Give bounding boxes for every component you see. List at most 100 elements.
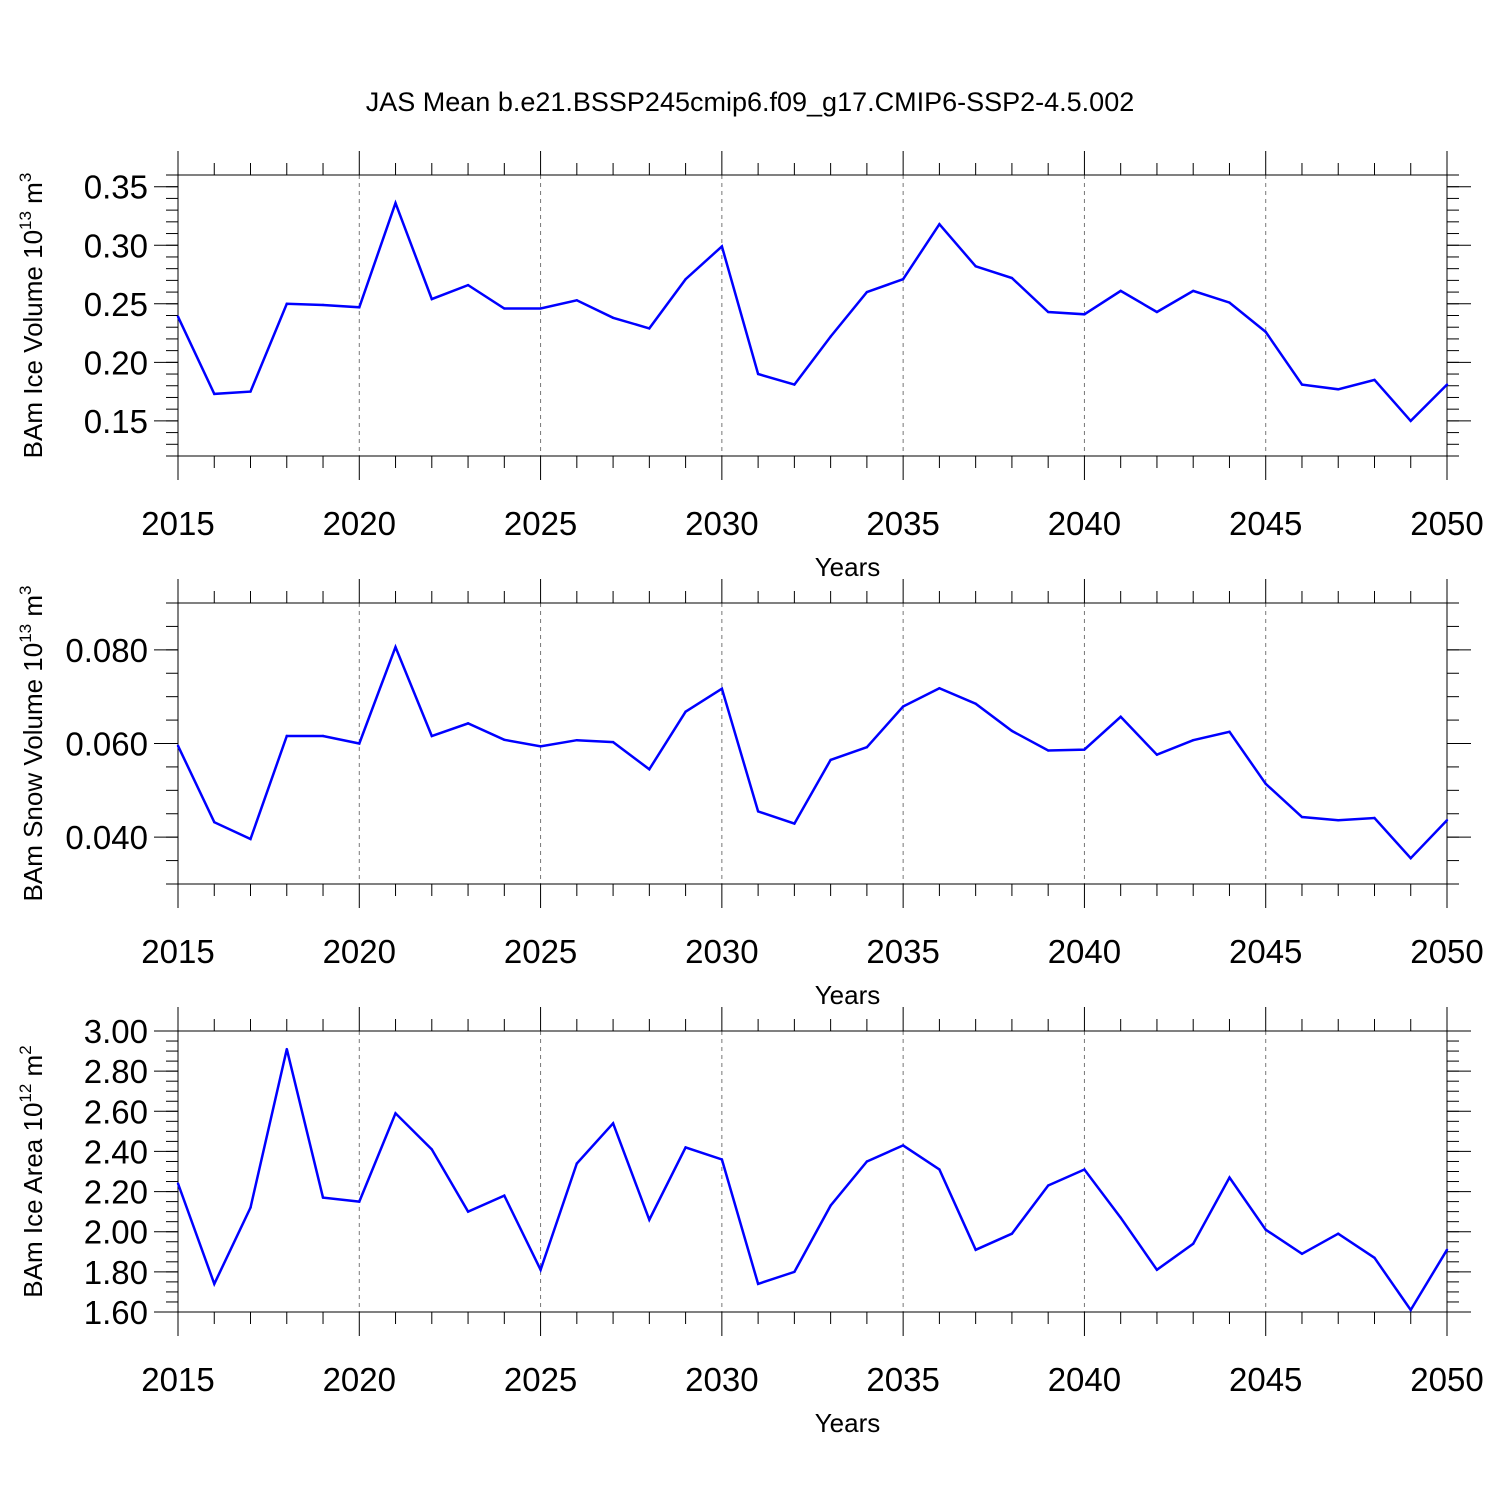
data-point [1409,857,1412,860]
data-point [358,306,361,309]
data-point [1373,816,1376,820]
data-point [1119,715,1122,719]
data-point [829,1204,832,1207]
series-line [176,199,1448,423]
y-tick-label: 0.20 [84,344,148,381]
data-point [684,1146,687,1149]
data-point [176,744,180,748]
data-point [1337,1232,1340,1235]
x-tick-label: 2025 [504,505,577,542]
data-point [1010,276,1014,280]
x-tick-label: 2020 [323,505,396,542]
data-point [358,1200,361,1203]
data-point [1409,419,1412,423]
panel-2: 0.040 0.060 0.080 2015 2020 2025 2030 2035 2040 2… [16,579,1484,1010]
data-point [575,1162,579,1165]
data-point [1010,729,1014,733]
x-tick-label: 2025 [504,933,577,970]
data-point [793,822,796,825]
data-point [1010,1232,1014,1235]
data-point [1083,313,1086,316]
data-point [901,278,905,281]
data-point [430,1148,433,1151]
data-point [539,745,542,748]
data-point [1192,289,1195,293]
x-tick-label: 2035 [866,1361,939,1398]
data-point [213,1282,216,1286]
data-point [1155,753,1159,756]
y-tick-label: 0.35 [84,169,148,206]
data-point [865,290,869,294]
y-axis-label-part: BAm Ice Volume 10 [18,230,48,458]
y-axis-label: BAm Ice Volume 1013 m3 [16,173,48,459]
data-point [285,302,288,305]
data-point [974,702,977,705]
data-point [901,705,905,708]
data-point [539,1268,542,1272]
x-tick-label: 2050 [1410,1361,1483,1398]
x-tick-label: 2040 [1048,933,1121,970]
data-point [756,810,760,813]
data-point [285,1047,288,1051]
data-point [1155,310,1159,314]
data-point [1445,1248,1449,1251]
series-line [176,643,1448,861]
data-point [938,222,941,226]
y-axis-label-part: 13 [16,624,35,643]
data-point [466,722,470,725]
data-point [720,1158,724,1161]
y-tick-label: 2.00 [84,1214,148,1251]
data-point [720,687,724,690]
x-axis-label: Years [815,1408,881,1438]
y-tick-label: 0.30 [84,227,148,264]
y-axis-label: BAm Ice Area 1012 m2 [16,1045,48,1297]
y-tick-label: 0.080 [65,632,148,669]
data-point [539,307,542,310]
y-axis-label-part: 3 [16,173,35,182]
figure-title: JAS Mean b.e21.BSSP245cmip6.f09_g17.CMIP… [366,87,1134,117]
data-point [1083,748,1086,751]
data-point [1300,1252,1304,1255]
data-point [974,265,977,268]
data-point [1264,782,1267,785]
panel-3: 1.601.802.002.20 2.402.602.803.00 2015 2020… [16,1007,1484,1438]
data-point [938,1168,941,1171]
data-point [829,335,832,338]
data-point [1228,301,1231,304]
data-point [1337,819,1340,822]
data-point [575,299,579,302]
x-tick-label: 2040 [1048,1361,1121,1398]
x-tick-label: 2045 [1229,933,1302,970]
x-axis-label: Years [815,980,881,1010]
data-point [1300,383,1304,386]
data-point [1046,310,1050,314]
data-point [1445,383,1449,386]
y-tick-label: 3.00 [84,1013,148,1050]
data-point [249,837,252,841]
data-point [1119,289,1122,293]
y-axis-label-part: 2 [16,1045,35,1054]
x-tick-label: 2020 [323,1361,396,1398]
data-point [1445,819,1449,822]
data-point [1409,1308,1412,1312]
data-point [1228,1176,1231,1179]
data-point [394,645,397,649]
data-point [1228,730,1231,733]
x-tick-label: 2020 [323,933,396,970]
panel-1: 0.15 0.20 0.25 0.30 0.35 2015 2020 2025 2030 2035… [16,151,1484,582]
y-tick-label: 2.40 [84,1133,148,1170]
data-point [1192,1242,1195,1245]
data-point [974,1248,977,1251]
x-tick-label: 2030 [685,1361,758,1398]
x-axis-label: Years [815,552,881,582]
data-point [466,283,470,287]
y-axis-label-part: BAm Snow Volume 10 [18,643,48,902]
data-point [1264,1228,1267,1231]
data-point [394,1112,397,1115]
data-point [938,687,941,690]
data-point [1046,749,1050,752]
y-axis-label-part: 3 [16,586,35,595]
x-tick-label: 2030 [685,933,758,970]
